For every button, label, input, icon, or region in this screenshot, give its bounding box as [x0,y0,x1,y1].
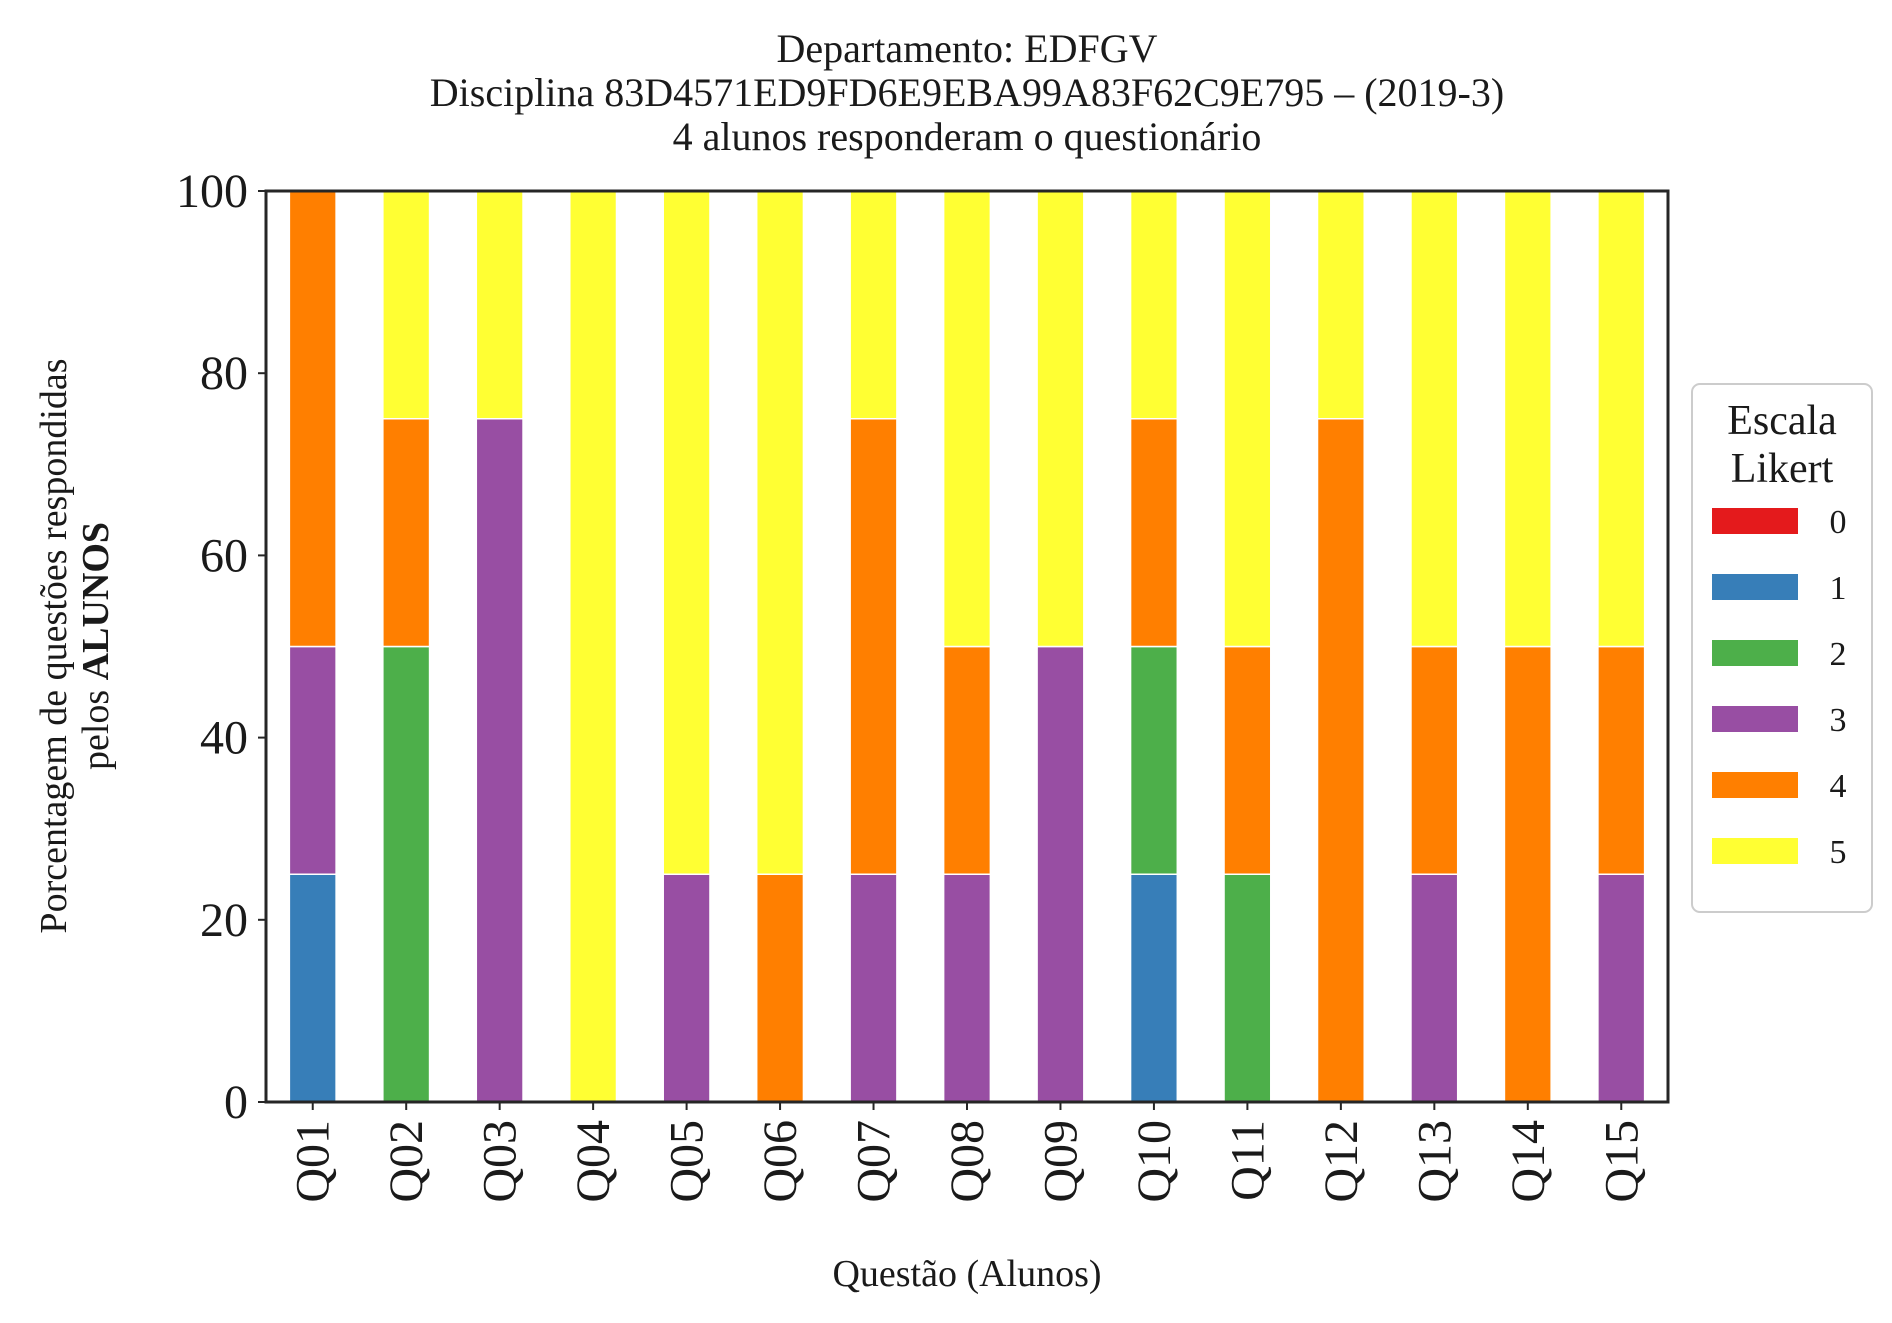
y-axis-label: Porcentagem de questões respondidas pelo… [33,358,117,933]
legend-swatch-2 [1712,640,1798,666]
x-tick-label: Q04 [567,1120,620,1203]
bar-segment-Q09-3 [1036,645,1085,1103]
x-tick-label: Q09 [1034,1120,1087,1203]
legend-title-line: Escala [1727,398,1837,444]
bar-segment-Q01-4 [288,190,337,648]
x-tick-label: Q03 [474,1120,527,1203]
legend-label-4: 4 [1830,768,1847,805]
legend-swatch-3 [1712,706,1798,732]
bar-segment-Q11-5 [1223,190,1272,648]
x-tick-label: Q15 [1595,1120,1648,1203]
bar-segment-Q10-2 [1129,645,1179,875]
legend-title-line: Likert [1731,446,1834,492]
bar-segment-Q12-5 [1316,190,1365,420]
bar-segment-Q07-4 [849,418,898,875]
bar-segment-Q03-3 [475,418,524,1103]
bar-segment-Q05-5 [662,190,711,875]
y-tick-label: 20 [200,894,248,947]
x-tick-label: Q08 [941,1120,994,1203]
y-axis-label-line2: pelos ALUNOS [75,522,117,770]
bar-segment-Q04-5 [569,190,618,1103]
chart-title-line: 4 alunos responderam o questionário [673,114,1262,159]
legend-label-3: 3 [1830,702,1847,739]
x-tick-label: Q02 [380,1120,433,1203]
x-tick-label: Q13 [1408,1120,1461,1203]
y-axis-label-line1: Porcentagem de questões respondidas [33,358,75,933]
legend-label-1: 1 [1830,570,1847,607]
bar-segment-Q11-2 [1223,873,1272,1103]
bar-segment-Q14-4 [1503,645,1552,1103]
bar-segment-Q07-5 [849,190,898,420]
legend-label-5: 5 [1830,834,1847,871]
y-tick-label: 100 [176,165,248,218]
chart-title-line: Departamento: EDFGV [776,26,1157,71]
bar-segment-Q10-5 [1129,190,1179,420]
legend-swatch-0 [1712,508,1798,534]
bar-segment-Q10-1 [1129,873,1179,1103]
bar-segment-Q02-2 [382,645,431,1103]
bar-segment-Q10-4 [1129,418,1179,648]
bar-segment-Q01-1 [288,873,337,1103]
bar-segment-Q06-4 [755,873,805,1103]
legend-label-0: 0 [1830,504,1847,541]
bar-segment-Q08-3 [942,873,992,1103]
x-tick-label: Q12 [1315,1120,1368,1203]
y-axis-ticks: 0 20 40 60 80 100 [176,165,266,1129]
x-axis-label: Questão (Alunos) [832,1253,1101,1295]
bar-segment-Q13-4 [1410,645,1459,875]
legend-swatch-1 [1712,574,1798,600]
x-tick-label: Q10 [1128,1120,1181,1203]
legend-label-2: 2 [1830,636,1847,673]
bar-segment-Q11-4 [1223,645,1272,875]
bar-segment-Q02-4 [382,418,431,648]
bars-layer [288,190,1646,1103]
y-axis-label-bold: ALUNOS [75,522,117,680]
x-tick-label: Q11 [1221,1120,1274,1201]
bar-segment-Q13-5 [1410,190,1459,648]
chart-title-line: Disciplina 83D4571ED9FD6E9EBA99A83F62C9E… [430,70,1504,115]
bar-segment-Q13-3 [1410,873,1459,1103]
legend-swatch-5 [1712,838,1798,864]
bar-segment-Q05-3 [662,873,711,1103]
x-tick-label: Q14 [1502,1120,1555,1203]
x-tick-label: Q05 [661,1120,714,1203]
bar-segment-Q15-4 [1597,645,1646,875]
y-tick-label: 40 [200,712,248,765]
y-axis-label-prefix: pelos [75,680,117,770]
bar-segment-Q09-5 [1036,190,1085,648]
bar-segment-Q01-3 [288,645,337,875]
bar-segment-Q15-5 [1597,190,1646,648]
legend-swatch-4 [1712,772,1798,798]
y-tick-label: 60 [200,529,248,582]
x-tick-label: Q07 [848,1120,901,1203]
bar-segment-Q07-3 [849,873,898,1103]
x-axis-ticks: Q01 Q02 Q03 Q04 Q05 Q06 Q07 Q08 Q09 Q10 Q11 Q12 Q13 Q… [287,1102,1648,1203]
bar-segment-Q08-5 [942,190,992,648]
bar-segment-Q06-5 [755,190,805,875]
bar-segment-Q03-5 [475,190,524,420]
x-tick-label: Q01 [287,1120,340,1203]
bar-segment-Q12-4 [1316,418,1365,1103]
bar-segment-Q14-5 [1503,190,1552,648]
bar-segment-Q02-5 [382,190,431,420]
y-tick-label: 80 [200,347,248,400]
x-tick-label: Q06 [754,1120,807,1203]
bar-segment-Q15-3 [1597,873,1646,1103]
bar-segment-Q08-4 [942,645,992,875]
y-tick-label: 0 [224,1076,248,1129]
